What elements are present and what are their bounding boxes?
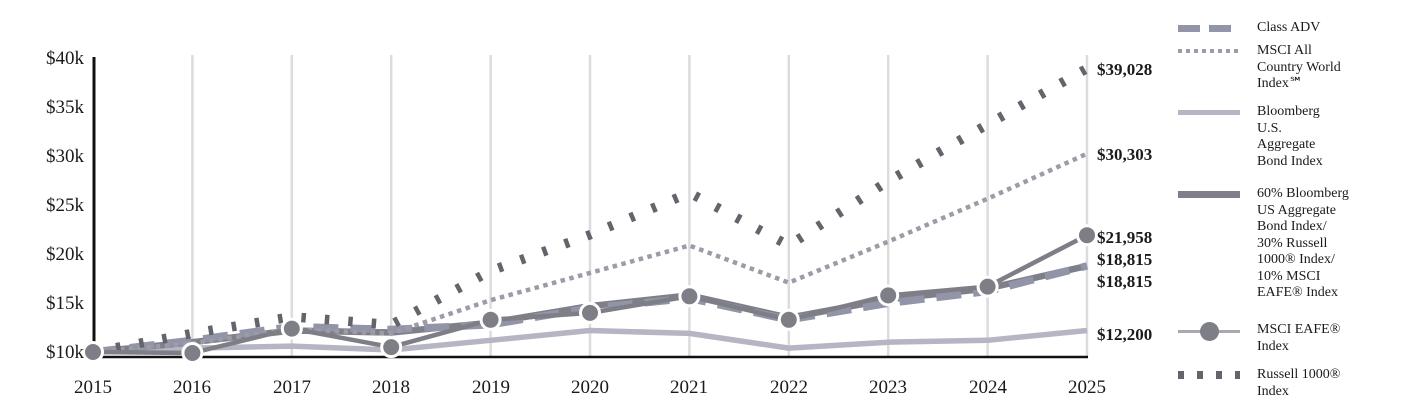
end-value-russell-1000: $39,028 <box>1097 60 1153 79</box>
legend-label-russell-1000: Russell 1000® Index <box>1257 367 1341 399</box>
x-axis-label: 2016 <box>173 377 211 398</box>
series-marker-msci-eafe <box>877 284 900 307</box>
series-marker-msci-eafe <box>82 341 104 363</box>
y-axis-label: $30k <box>46 146 84 167</box>
series-line-bloomberg-agg <box>92 327 1088 355</box>
end-value-msci-eafe: $21,958 <box>1097 228 1153 247</box>
x-axis-label: 2018 <box>372 377 410 398</box>
legend-item-msci-acwi: MSCI All Country World Index℠ <box>1178 43 1402 93</box>
x-axis-label: 2024 <box>969 377 1007 398</box>
class-adv-line-swatch <box>1178 25 1240 32</box>
x-axis-label: 2017 <box>273 377 311 398</box>
end-value-bloomberg-agg: $12,200 <box>1097 325 1153 344</box>
y-axis-label: $20k <box>46 244 84 265</box>
end-value-blend: $18,815 <box>1097 250 1153 269</box>
x-axis-label: 2015 <box>74 377 112 398</box>
y-axis-label: $15k <box>46 293 84 314</box>
x-axis-label: 2020 <box>571 377 609 398</box>
series-marker-msci-eafe <box>479 308 502 331</box>
y-axis-label: $10k <box>46 342 84 363</box>
legend-label-msci-acwi: MSCI All Country World Index℠ <box>1257 43 1341 91</box>
legend-item-class-adv: Class ADV <box>1178 20 1402 37</box>
series-marker-msci-eafe <box>976 275 999 298</box>
legend-item-msci-eafe: MSCI EAFE® Index <box>1178 322 1402 355</box>
series-line-russell-1000 <box>92 64 1090 357</box>
legend-label-blend-60-30-10: 60% Bloomberg US Aggregate Bond Index/ 3… <box>1257 186 1349 300</box>
end-value-class-adv: $18,815 <box>1097 272 1153 291</box>
x-axis-label: 2021 <box>670 377 708 398</box>
x-axis-label: 2022 <box>770 377 808 398</box>
series-marker-msci-eafe <box>579 301 601 324</box>
legend-item-bloomberg-agg: Bloomberg U.S. Aggregate Bond Index <box>1178 104 1402 170</box>
series-marker-msci-eafe <box>678 285 701 308</box>
series-marker-msci-eafe <box>1076 224 1098 247</box>
series-line-msci-acwi <box>92 151 1088 355</box>
blend-60-30-10-line-swatch <box>1178 191 1240 198</box>
legend-item-blend-60-30-10: 60% Bloomberg US Aggregate Bond Index/ 3… <box>1178 186 1402 302</box>
end-value-msci-acwi: $30,303 <box>1097 145 1153 164</box>
y-axis-label: $40k <box>46 48 84 69</box>
series-marker-msci-eafe <box>380 336 403 359</box>
x-axis-label: 2019 <box>472 377 510 398</box>
legend-label-bloomberg-agg: Bloomberg U.S. Aggregate Bond Index <box>1257 104 1323 169</box>
legend-label-class-adv: Class ADV <box>1257 20 1321 35</box>
x-axis-label: 2023 <box>869 377 907 398</box>
series-marker-msci-eafe <box>280 317 303 340</box>
msci-eafe-line-swatch <box>1178 322 1240 341</box>
y-axis-label: $25k <box>46 195 84 216</box>
series-marker-msci-eafe <box>777 308 800 331</box>
y-axis-label: $35k <box>46 97 84 118</box>
series-marker-msci-eafe <box>181 342 204 364</box>
x-axis-label: 2025 <box>1068 377 1106 398</box>
bloomberg-agg-line-swatch <box>1178 110 1240 115</box>
legend-label-msci-eafe: MSCI EAFE® Index <box>1257 322 1341 354</box>
msci-acwi-line-swatch <box>1178 49 1240 53</box>
russell-1000-line-swatch <box>1178 371 1240 379</box>
legend-item-russell-1000: Russell 1000® Index <box>1178 367 1402 400</box>
